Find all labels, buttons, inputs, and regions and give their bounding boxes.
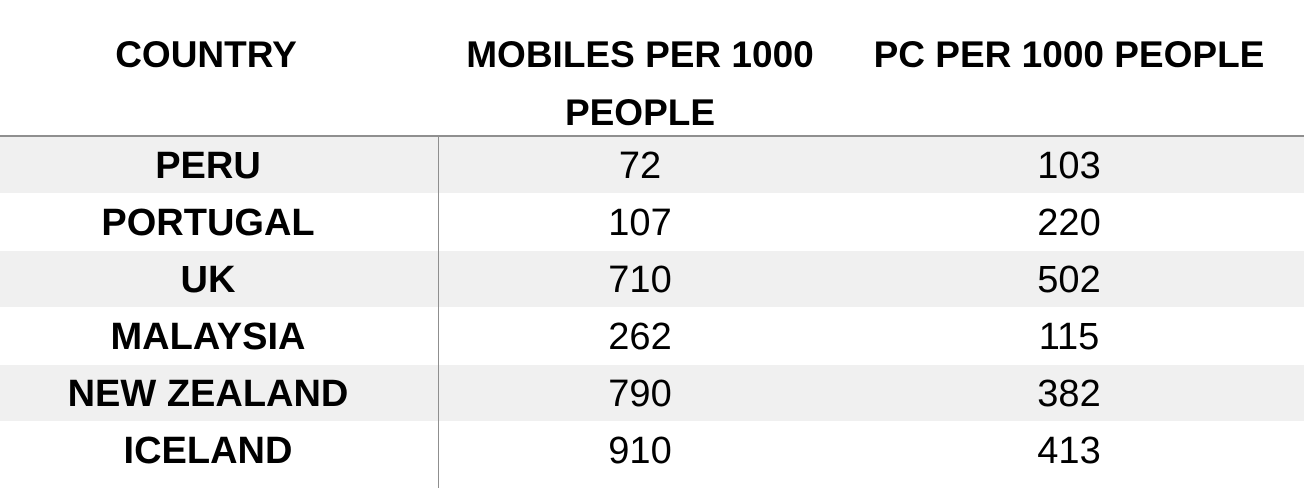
cell-mobiles: 910	[608, 430, 672, 472]
table-header: COUNTRY MOBILES PER 1000 PEOPLE PC PER 1…	[0, 0, 1304, 137]
table-row: ICELAND 910 413	[0, 422, 1304, 478]
cell-mobiles: 710	[608, 259, 672, 301]
cell-country: PERU	[155, 145, 261, 187]
cell-country: MALAYSIA	[110, 316, 306, 358]
table-row: UK 710 502	[0, 251, 1304, 307]
cell-pc: 502	[1037, 259, 1101, 301]
table-row: MALAYSIA 262 115	[0, 308, 1304, 364]
table-row: PERU 72 103	[0, 137, 1304, 193]
header-pc: PC PER 1000 PEOPLE	[873, 34, 1265, 75]
cell-mobiles: 107	[608, 202, 672, 244]
cell-country: PORTUGAL	[101, 202, 315, 244]
cell-pc: 115	[1038, 316, 1100, 358]
header-country: COUNTRY	[115, 34, 297, 75]
cell-mobiles: 262	[608, 316, 672, 358]
cell-country: ICELAND	[123, 430, 293, 472]
cell-country: NEW ZEALAND	[67, 373, 349, 415]
cell-country: UK	[180, 259, 236, 301]
cell-pc: 413	[1037, 430, 1101, 472]
cell-mobiles: 72	[618, 145, 662, 187]
cell-pc: 220	[1037, 202, 1101, 244]
column-divider	[438, 137, 439, 488]
cell-pc: 103	[1037, 145, 1101, 187]
cell-pc: 382	[1037, 373, 1101, 415]
table-row: PORTUGAL 107 220	[0, 194, 1304, 250]
header-mobiles: MOBILES PER 1000 PEOPLE	[466, 34, 814, 133]
table-row: NEW ZEALAND 790 382	[0, 365, 1304, 421]
cell-mobiles: 790	[608, 373, 672, 415]
